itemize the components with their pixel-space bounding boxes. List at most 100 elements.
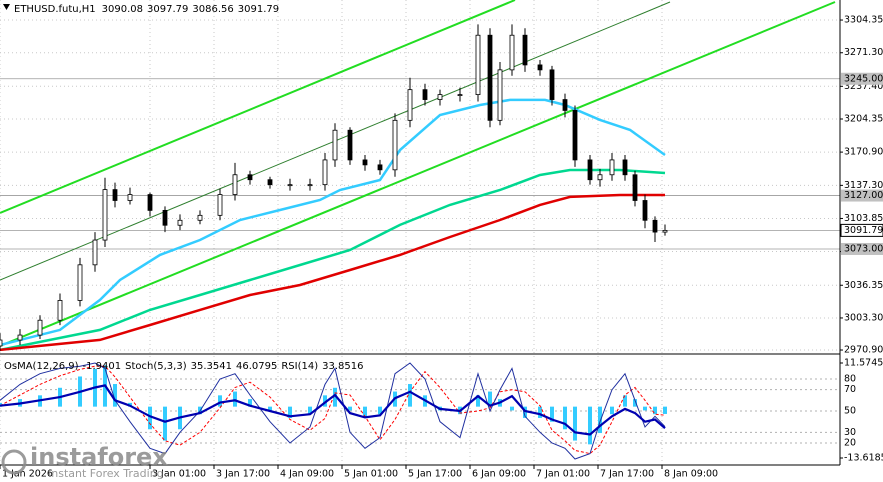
- x-tick-label: 3 Jan 01:00: [152, 469, 206, 480]
- osma-bar: [288, 406, 292, 418]
- osma-bar: [643, 406, 647, 411]
- logo-icon: [1, 449, 27, 475]
- y-tick-label: 3103.85: [844, 213, 883, 224]
- candle-body: [197, 214, 203, 221]
- x-tick-label: 1 Jan 2026: [2, 469, 53, 480]
- osma-value: -1.9401: [83, 361, 122, 372]
- candle-body: [407, 89, 413, 121]
- osma-bar: [268, 406, 272, 411]
- moving-average: [0, 193, 665, 352]
- osma-bar: [610, 406, 614, 415]
- header-low: 3086.56: [192, 4, 233, 15]
- grid: [0, 0, 840, 465]
- x-tick-label: 6 Jan 09:00: [472, 469, 526, 480]
- tagline: Instant Forex Trading: [48, 467, 164, 480]
- candle-body: [362, 159, 368, 166]
- candle-body: [37, 319, 43, 336]
- osma-bar: [573, 406, 577, 441]
- chart-header: ETHUSD.futu,H1 3090.08 3097.79 3086.56 3091.…: [14, 4, 279, 15]
- y-tick-label: 3204.35: [844, 113, 883, 124]
- level-box: [841, 189, 883, 202]
- level-label: 3127.00: [844, 190, 883, 201]
- osma-bar: [588, 406, 592, 445]
- y-tick-label: 3237.40: [844, 81, 883, 92]
- candle-body: [587, 159, 593, 181]
- candle-body: [549, 69, 555, 100]
- price-panel: [0, 0, 840, 352]
- candle-body: [652, 219, 658, 233]
- osma-bar: [598, 406, 602, 434]
- candle-body: [347, 129, 353, 161]
- y-tick-label: 3271.30: [844, 47, 883, 58]
- candle-body: [562, 99, 568, 111]
- x-tick-label: 4 Jan 09:00: [280, 469, 334, 480]
- candle-body: [497, 69, 503, 121]
- x-tick-label: 5 Jan 17:00: [408, 469, 462, 480]
- candle-body: [332, 129, 338, 161]
- indicator-panel: [0, 362, 840, 460]
- stoch-signal-line: [0, 365, 666, 455]
- candle-body: [267, 179, 273, 186]
- x-tick-label: 7 Jan 01:00: [536, 469, 590, 480]
- osma-bar: [163, 406, 167, 441]
- candle-body: [0, 339, 3, 347]
- candle-body: [377, 164, 383, 171]
- candle-body: [307, 184, 313, 187]
- osma-bar: [523, 406, 527, 418]
- osma-bar: [348, 406, 352, 411]
- candle-body: [392, 119, 398, 171]
- watermark: instaforex Instant Forex Trading: [1, 443, 168, 480]
- y-tick-label: 3137.30: [844, 180, 883, 191]
- osma-bar: [510, 406, 514, 411]
- level-box: [841, 72, 883, 85]
- x-tick-label: 8 Jan 09:00: [664, 469, 718, 480]
- candle-body: [92, 239, 98, 266]
- osma-bar: [308, 406, 312, 415]
- indicator-tick-label: 11.5745: [844, 358, 883, 369]
- osma-bar: [323, 395, 327, 407]
- osma-bar: [653, 406, 657, 415]
- y-tick-label: 3304.35: [844, 15, 883, 26]
- osma-bar: [623, 395, 627, 407]
- candle-body: [77, 264, 83, 301]
- rsi-tick-label: 30: [844, 427, 856, 438]
- rsi-name: RSI(14): [281, 361, 318, 372]
- candle-body: [622, 159, 628, 176]
- header-close: 3091.79: [238, 4, 279, 15]
- candle-body: [509, 34, 515, 71]
- moving-average: [0, 98, 666, 347]
- candle-body: [475, 34, 481, 96]
- trendline: [0, 0, 516, 214]
- candle-body: [232, 174, 238, 195]
- header-high: 3097.79: [147, 4, 188, 15]
- x-tick-label: 7 Jan 17:00: [600, 469, 654, 480]
- osma-bar: [550, 406, 554, 422]
- y-tick-label: 3003.30: [844, 312, 883, 323]
- trendline: [0, 1, 836, 347]
- osma-bar: [113, 384, 117, 407]
- level-label: 3245.00: [844, 73, 883, 84]
- y-tick-label: 3036.35: [844, 280, 883, 291]
- candle-body: [127, 194, 133, 201]
- osma-bar: [476, 395, 480, 407]
- candle-body: [597, 174, 603, 181]
- rsi-line: [0, 384, 666, 436]
- rsi-tick-label: 20: [844, 437, 856, 448]
- osma-bar: [563, 406, 567, 430]
- candle-body: [217, 194, 223, 216]
- symbol: ETHUSD.futu,H1: [14, 4, 96, 15]
- candle-body: [112, 189, 118, 201]
- rsi-tick-label: 80: [844, 374, 856, 385]
- osma-bar: [408, 384, 412, 407]
- stoch-signal-value: 46.0795: [236, 361, 277, 372]
- candle-body: [147, 194, 153, 211]
- y-tick-label: 2970.90: [844, 345, 883, 356]
- candle-body: [642, 200, 648, 221]
- osma-bar: [488, 391, 492, 407]
- x-tick-label: 3 Jan 17:00: [216, 469, 270, 480]
- header-arrow: [3, 4, 10, 10]
- candle-body: [162, 209, 168, 226]
- osma-bar: [233, 391, 237, 407]
- level-box: [840, 223, 883, 237]
- candle-body: [17, 334, 23, 341]
